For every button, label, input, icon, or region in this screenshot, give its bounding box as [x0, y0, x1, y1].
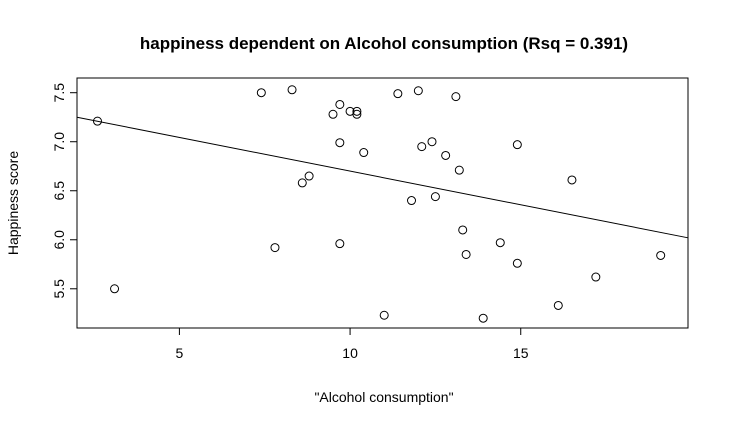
data-point [413, 86, 423, 96]
data-point [656, 250, 666, 260]
data-point [441, 150, 451, 160]
x-tick-label: 10 [342, 345, 358, 361]
data-point [407, 196, 417, 206]
data-point [287, 85, 297, 95]
data-point [454, 165, 464, 175]
data-point [335, 99, 345, 109]
data-point [304, 171, 314, 181]
data-point [393, 89, 403, 99]
data-point [461, 249, 471, 259]
y-tick-label: 7.0 [51, 132, 67, 152]
data-point [297, 178, 307, 188]
y-tick-label: 5.5 [51, 279, 67, 299]
plot-frame [76, 77, 689, 329]
data-point [512, 140, 522, 150]
y-axis-label: Happiness score [5, 151, 21, 255]
data-point [256, 88, 266, 98]
y-axis: 5.5 6.0 6.5 7.0 7.5 [51, 83, 78, 299]
y-tick-label: 7.5 [51, 83, 67, 103]
x-axis: 5 10 15 [176, 327, 529, 361]
data-point [478, 313, 488, 323]
data-point [458, 225, 468, 235]
data-point [512, 258, 522, 268]
data-point [110, 284, 120, 294]
data-point [92, 116, 102, 126]
data-point [352, 106, 362, 116]
data-point [427, 137, 437, 147]
chart-title: happiness dependent on Alcohol consumpti… [140, 34, 628, 53]
data-point [270, 243, 280, 253]
data-point [417, 142, 427, 152]
data-point [359, 148, 369, 158]
data-point [451, 92, 461, 102]
data-points [92, 85, 666, 323]
data-point [553, 300, 563, 310]
data-point [328, 109, 338, 119]
data-point [352, 109, 362, 119]
data-point [379, 310, 389, 320]
x-axis-label: "Alcohol consumption" [314, 389, 453, 405]
data-point [495, 238, 505, 248]
data-point [430, 192, 440, 202]
x-tick-label: 15 [513, 345, 529, 361]
regression-line [76, 116, 689, 239]
x-tick-label: 5 [176, 345, 184, 361]
data-point [591, 272, 601, 282]
y-tick-label: 6.0 [51, 230, 67, 250]
y-tick-label: 6.5 [51, 181, 67, 201]
data-point [567, 175, 577, 185]
data-point [335, 239, 345, 249]
data-point [335, 138, 345, 148]
